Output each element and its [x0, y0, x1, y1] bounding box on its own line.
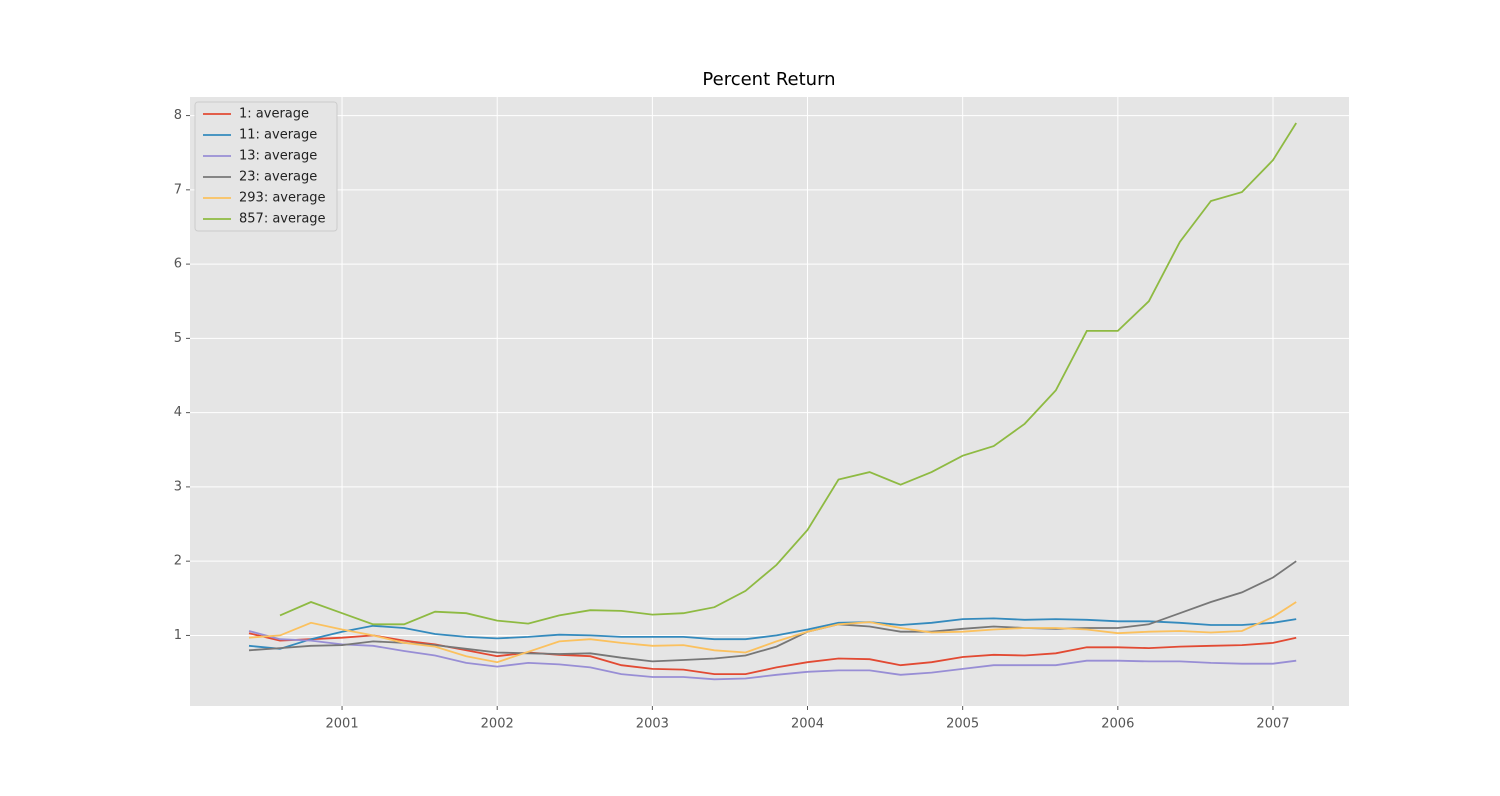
line	[248, 560, 1297, 663]
legend-label: 857: average	[239, 212, 326, 227]
x-tick-label: 2001	[326, 717, 359, 732]
line	[279, 122, 1297, 626]
x-tick-label: 2005	[946, 717, 979, 732]
x-tick-label: 2006	[1101, 717, 1134, 732]
y-tick-label: 4	[174, 405, 182, 420]
line	[248, 632, 1297, 675]
line	[248, 617, 1297, 650]
line	[248, 630, 1297, 681]
chart-title: Percent Return	[702, 69, 835, 90]
x-tick-label: 2007	[1256, 717, 1289, 732]
y-tick-label: 6	[174, 257, 182, 272]
y-tick-label: 5	[174, 331, 182, 346]
y-tick-label: 1	[174, 628, 182, 643]
y-tick-label: 8	[174, 108, 182, 123]
legend-label: 293: average	[239, 191, 326, 206]
legend-label: 11: average	[239, 128, 317, 143]
line	[248, 601, 1297, 664]
legend-label: 1: average	[239, 107, 309, 122]
legend-label: 13: average	[239, 149, 317, 164]
y-tick-label: 2	[174, 554, 182, 569]
x-tick-label: 2003	[636, 717, 669, 732]
y-tick-label: 3	[174, 479, 182, 494]
x-tick-label: 2002	[481, 717, 514, 732]
plot-area	[190, 97, 1349, 706]
x-tick-label: 2004	[791, 717, 824, 732]
legend: 1: average 11: average 13: average 23: aver…	[194, 101, 338, 232]
legend-label: 23: average	[239, 170, 317, 185]
y-tick-label: 7	[174, 182, 182, 197]
